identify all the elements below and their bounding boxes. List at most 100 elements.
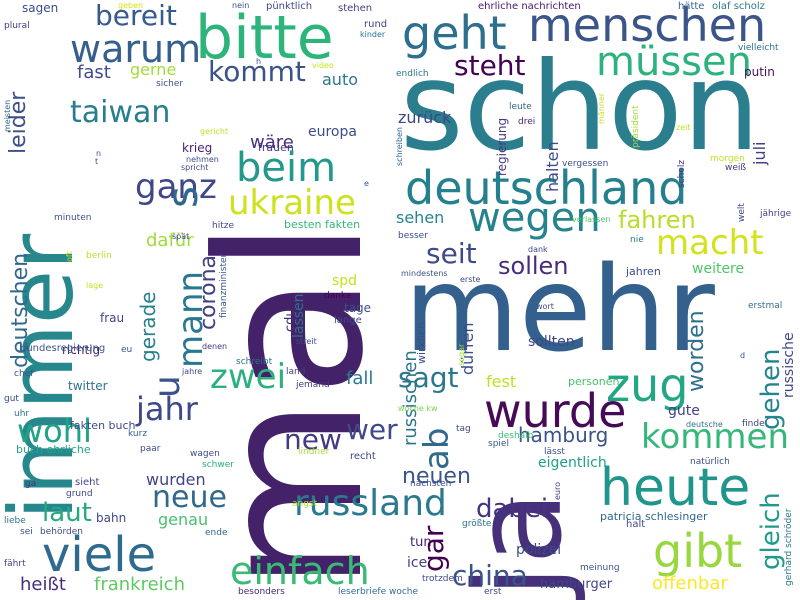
cloud-word: zwei (210, 357, 287, 397)
cloud-word: nie (630, 235, 644, 245)
cloud-word: wagen (190, 449, 220, 459)
cloud-word: heißt (20, 574, 66, 595)
cloud-word: meinung (580, 563, 620, 573)
cloud-word: gerhard schröder (784, 508, 794, 586)
cloud-word: spät (172, 232, 190, 241)
cloud-word: gericht (200, 127, 229, 136)
cloud-word: steht (454, 49, 526, 82)
cloud-word: zug (606, 358, 689, 412)
cloud-word: spricht (181, 163, 209, 172)
cloud-word: wurden (146, 470, 206, 489)
cloud-word: behörden (40, 527, 83, 537)
cloud-word: natürlich (690, 457, 730, 467)
cloud-word: twitter (68, 379, 108, 393)
cloud-word: geben (118, 1, 144, 10)
cloud-word: fährt (4, 559, 26, 569)
cloud-word: europa (308, 124, 357, 140)
cloud-word: lage (86, 281, 104, 290)
cloud-word: erstmal (748, 301, 783, 311)
cloud-word: wirklich (415, 321, 428, 364)
cloud-word: ganz (135, 167, 217, 207)
cloud-word: stehen (338, 3, 373, 14)
cloud-word: russische (781, 332, 797, 398)
cloud-word: laut (42, 498, 92, 528)
cloud-word: kommt (208, 55, 306, 88)
cloud-word: tun (410, 535, 432, 550)
cloud-word: kurz (128, 429, 148, 439)
cloud-word: nein (232, 1, 250, 10)
cloud-word: hamburger (540, 577, 613, 592)
cloud-word: wohl (17, 412, 92, 450)
cloud-word: sehen (396, 208, 445, 227)
cloud-word: tag (456, 424, 471, 434)
cloud-word: ehrliche nachrichten (478, 1, 581, 12)
cloud-word: pünktlich (266, 1, 313, 12)
cloud-word: zurück (398, 108, 452, 127)
cloud-word: olaf scholz (712, 1, 765, 12)
cloud-word: kinder (360, 30, 386, 39)
cloud-word: seit (426, 237, 477, 270)
cloud-word: dafür (146, 230, 194, 251)
cloud-word: hitze (212, 221, 234, 231)
cloud-word: lässt (544, 447, 565, 457)
cloud-word: wurde (484, 384, 627, 438)
cloud-word: leserbriefe woche (338, 587, 419, 597)
cloud-word: grund (66, 489, 93, 499)
cloud-word: minuten (54, 213, 92, 223)
cloud-word: woche kw (398, 404, 438, 413)
cloud-word: gibt (653, 524, 743, 578)
cloud-word: sagen (22, 1, 59, 15)
cloud-word: schreibt (236, 357, 273, 367)
cloud-word: russland (294, 483, 447, 524)
cloud-word: sei (20, 527, 33, 537)
cloud-word: jemand (296, 380, 330, 390)
cloud-word: spd (332, 273, 358, 289)
cloud-word: deutsche (686, 420, 723, 429)
cloud-word: juli (750, 141, 769, 165)
cloud-word: personen (568, 375, 620, 388)
cloud-word: video (312, 61, 334, 70)
cloud-word: ice (407, 555, 428, 571)
cloud-word: sollten (528, 334, 575, 350)
cloud-word: offenbar (652, 573, 728, 594)
cloud-word: new (284, 423, 342, 456)
cloud-word: fest (486, 372, 517, 391)
cloud-word: deshalb (498, 431, 534, 441)
cloud-word: sicher (156, 79, 184, 89)
cloud-word: weiß (725, 163, 747, 173)
cloud-word: chef (14, 369, 34, 379)
cloud-word: morgen (710, 154, 745, 164)
cloud-word: oft (65, 251, 74, 262)
cloud-word: danke (324, 291, 352, 301)
cloud-word: bahn (96, 511, 127, 525)
cloud-word: richtig (62, 343, 101, 357)
cloud-word: nehmen (186, 155, 219, 164)
cloud-word: china (452, 559, 528, 592)
cloud-word: endlich (396, 69, 429, 79)
cloud-word: taiwan (70, 95, 171, 130)
cloud-word: polizei (516, 542, 562, 558)
cloud-word: gerade (136, 291, 160, 362)
cloud-word: lindner (298, 447, 330, 457)
cloud-word: paar (140, 444, 161, 454)
cloud-word: sogar (457, 343, 466, 366)
cloud-word: wäre (250, 132, 294, 153)
cloud-word: lange (334, 315, 362, 326)
cloud-word: neue (152, 480, 227, 515)
cloud-word: eigentlich (538, 455, 607, 471)
cloud-word: spiel (488, 439, 509, 449)
cloud-word: zeit (676, 123, 691, 132)
cloud-word: streit (296, 337, 317, 346)
cloud-word: denen (202, 342, 228, 351)
cloud-word: hätte (678, 1, 705, 12)
cloud-word: wort (536, 302, 554, 311)
cloud-word: ga (25, 479, 37, 489)
cloud-word: fall (346, 368, 374, 389)
cloud-word: berlin (86, 251, 112, 261)
cloud-word: genau (158, 510, 209, 529)
cloud-word: liebe (4, 516, 26, 526)
cloud-word: u (147, 375, 188, 398)
cloud-word: worden (684, 310, 709, 392)
cloud-word: ab (417, 427, 457, 470)
cloud-word: beim (236, 145, 337, 191)
